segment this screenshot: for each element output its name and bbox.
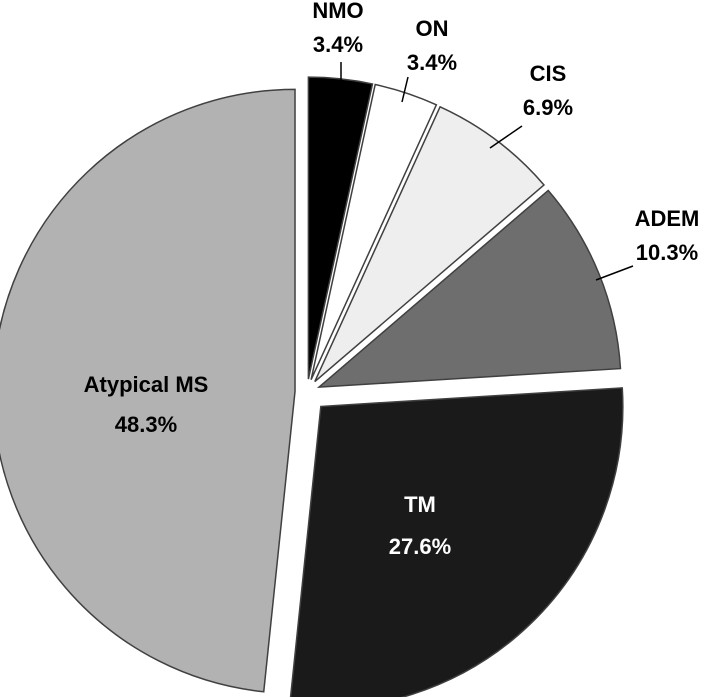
- pie-slice-adem: [316, 189, 622, 389]
- pie-slice-cis: [314, 105, 546, 383]
- leader-line-adem: [595, 265, 634, 281]
- slice-label-cis: CIS: [530, 61, 567, 86]
- slice-value-cis: 6.9%: [523, 95, 573, 120]
- pie-slice-atypical-ms: [0, 88, 296, 693]
- slice-value-tm: 27.6%: [389, 534, 451, 559]
- pie-slice-tm: [289, 387, 624, 697]
- slice-label-adem: ADEM: [635, 206, 700, 231]
- slice-label-tm: TM: [404, 492, 436, 517]
- slice-label-atypical-ms: Atypical MS: [84, 372, 209, 397]
- leader-line-cis: [489, 125, 523, 149]
- slice-label-on: ON: [416, 16, 449, 41]
- slice-value-atypical-ms: 48.3%: [115, 412, 177, 437]
- slice-value-adem: 10.3%: [636, 240, 698, 265]
- pie-slice-on: [310, 83, 438, 380]
- leader-line-on: [401, 76, 409, 103]
- slice-value-on: 3.4%: [407, 50, 457, 75]
- slice-label-nmo: NMO: [312, 0, 363, 23]
- slice-value-nmo: 3.4%: [313, 32, 363, 57]
